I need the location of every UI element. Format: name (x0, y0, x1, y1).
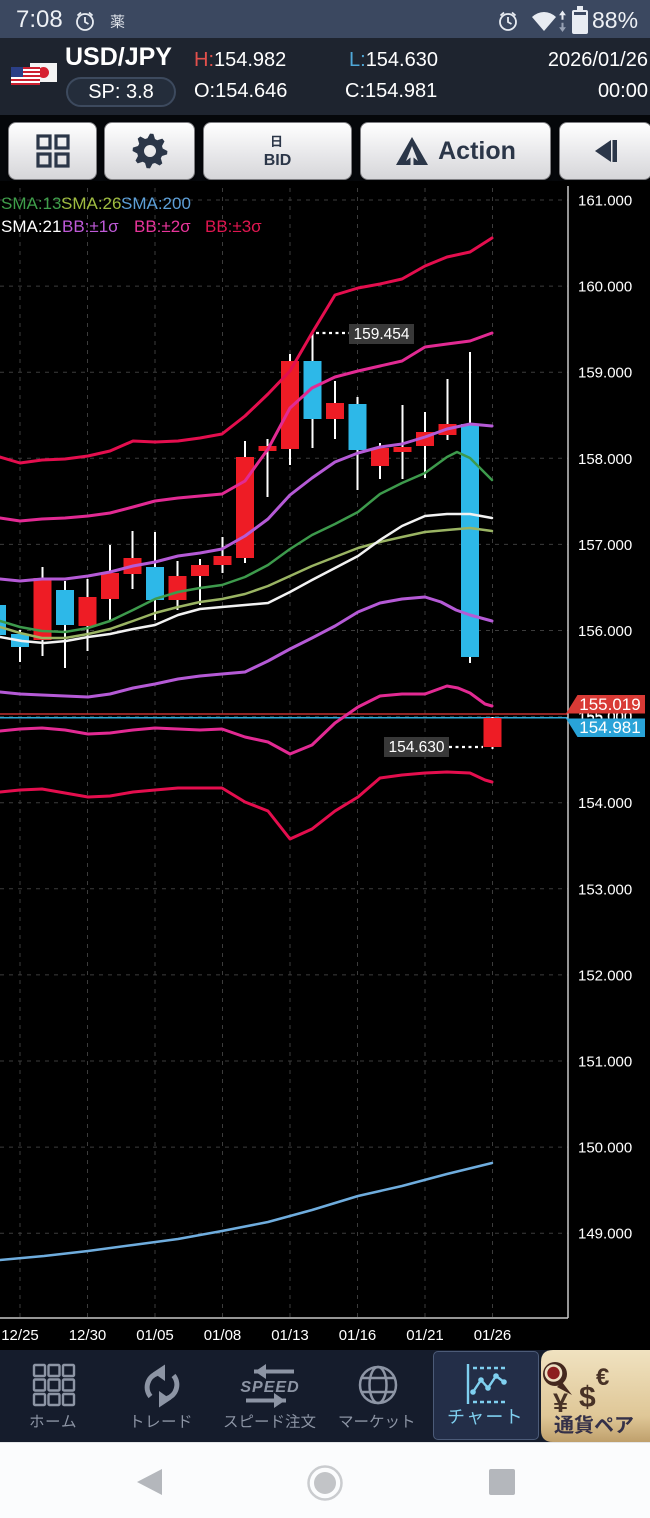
svg-text:01/21: 01/21 (406, 1327, 444, 1344)
svg-text:¥: ¥ (553, 1388, 568, 1418)
svg-text:SMA:26: SMA:26 (61, 194, 121, 213)
svg-text:01/16: 01/16 (339, 1327, 377, 1344)
svg-text:SPEED: SPEED (240, 1379, 299, 1396)
svg-text:151.000: 151.000 (578, 1054, 632, 1071)
svg-text:SMA:21: SMA:21 (1, 217, 61, 236)
svg-text:154.000: 154.000 (578, 795, 632, 812)
svg-text:$: $ (579, 1381, 596, 1414)
svg-text:152.000: 152.000 (578, 967, 632, 984)
svg-text:01/26: 01/26 (474, 1327, 512, 1344)
svg-text:159.454: 159.454 (353, 326, 409, 343)
svg-text:161.000: 161.000 (578, 193, 632, 210)
svg-text:154.630: 154.630 (388, 739, 444, 756)
svg-text:01/05: 01/05 (136, 1327, 174, 1344)
svg-text:12/30: 12/30 (69, 1327, 107, 1344)
svg-text:€: € (596, 1364, 609, 1391)
svg-text:156.000: 156.000 (578, 623, 632, 640)
svg-text:150.000: 150.000 (578, 1140, 632, 1157)
svg-text:01/08: 01/08 (204, 1327, 242, 1344)
svg-text:155.019: 155.019 (579, 695, 640, 714)
svg-text:159.000: 159.000 (578, 365, 632, 382)
svg-text:BB:±3σ: BB:±3σ (205, 217, 262, 236)
svg-text:SMA:200: SMA:200 (121, 194, 191, 213)
svg-text:01/13: 01/13 (271, 1327, 309, 1344)
svg-text:BB:±2σ: BB:±2σ (134, 217, 191, 236)
svg-text:149.000: 149.000 (578, 1226, 632, 1243)
svg-text:154.981: 154.981 (579, 718, 640, 737)
svg-text:157.000: 157.000 (578, 537, 632, 554)
svg-text:158.000: 158.000 (578, 451, 632, 468)
svg-text:SMA:13: SMA:13 (1, 194, 61, 213)
svg-text:BB:±1σ: BB:±1σ (62, 217, 119, 236)
svg-text:160.000: 160.000 (578, 279, 632, 296)
svg-text:153.000: 153.000 (578, 881, 632, 898)
svg-text:12/25: 12/25 (1, 1327, 39, 1344)
